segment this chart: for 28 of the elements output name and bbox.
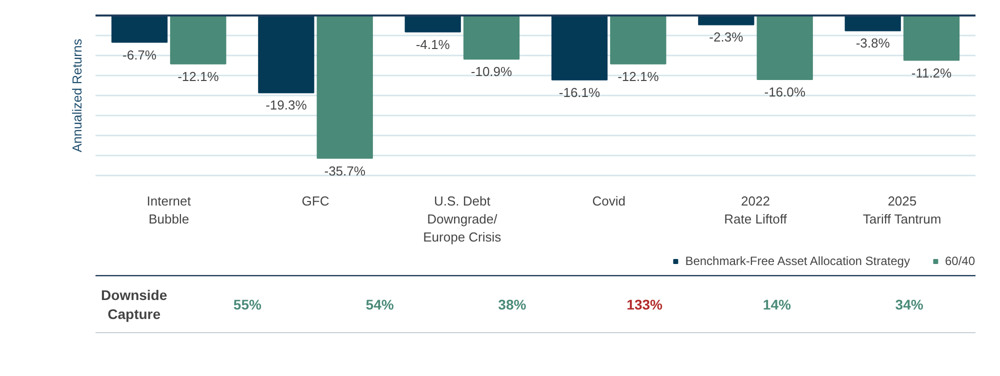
legend-label: Benchmark-Free Asset Allocation Strategy [685, 254, 910, 268]
data-label: -11.2% [911, 65, 952, 80]
x-tick-label: Internet Bubble [146, 194, 192, 226]
text: 14% [762, 296, 791, 312]
text: 133% [626, 296, 662, 312]
data-label: -16.0% [764, 84, 806, 100]
data-label: -6.7% [122, 47, 157, 62]
x-tick-label: U.S. Debt Downgrade/ Europe Crisis [423, 194, 502, 244]
data-label: -4.1% [416, 36, 450, 52]
y-axis-title: Annualized Returns [70, 38, 84, 152]
text: 38% [498, 296, 526, 312]
data-label: -3.8% [856, 36, 890, 51]
legend-label: 60/40 [944, 254, 975, 268]
x-tick-label: 2025 Tariff Tantrum [862, 194, 942, 226]
text: Downside Capture [101, 286, 168, 322]
data-label: -10.9% [470, 64, 513, 80]
data-label: -35.7% [324, 163, 366, 178]
data-label: -16.1% [558, 84, 601, 100]
text: 55% [233, 296, 262, 312]
data-label: -2.3% [709, 30, 744, 45]
x-tick-label: Covid [592, 194, 626, 208]
data-label: -12.1% [618, 68, 660, 84]
data-label: -19.3% [266, 98, 308, 113]
data-label: -12.1% [178, 68, 220, 84]
text: 34% [895, 296, 924, 312]
text: 54% [366, 296, 394, 312]
x-tick-label: 2022 Rate Liftoff [724, 194, 788, 226]
x-tick-label: GFC [302, 194, 330, 208]
